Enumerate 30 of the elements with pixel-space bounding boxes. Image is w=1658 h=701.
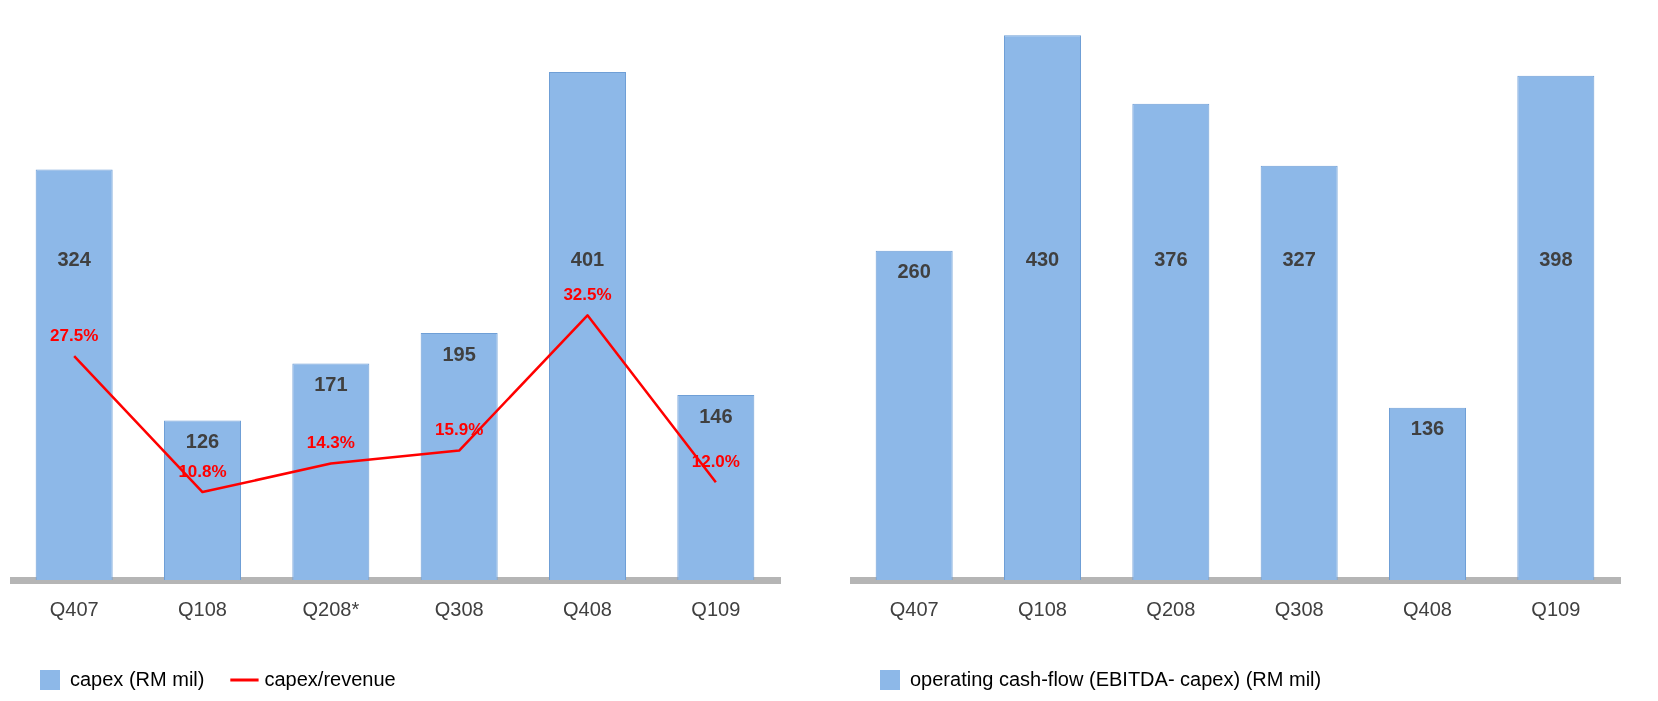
x-tick-label: Q208* <box>302 597 360 620</box>
x-tick-label: Q407 <box>889 597 939 620</box>
x-tick-label: Q407 <box>49 597 99 620</box>
data-label: 327 <box>1282 248 1316 271</box>
x-tick-label: Q108 <box>178 597 227 620</box>
x-tick-label: Q208 <box>1146 597 1196 620</box>
x-tick-label: Q109 <box>1531 597 1581 620</box>
data-label: 430 <box>1025 248 1060 271</box>
x-tick-label: Q108 <box>1018 597 1067 620</box>
data-label: 401 <box>570 248 605 271</box>
data-label: 260 <box>897 260 931 283</box>
data-label: 171 <box>314 372 348 395</box>
data-label: 136 <box>1410 417 1445 440</box>
legend-label: capex/revenue <box>264 667 396 690</box>
data-label: 126 <box>185 429 220 452</box>
data-label: 27.5% <box>50 325 99 345</box>
data-label: 324 <box>57 248 92 271</box>
data-label: 14.3% <box>306 433 355 453</box>
data-label: 32.5% <box>563 285 612 305</box>
x-tick-label: Q308 <box>1274 597 1324 620</box>
legend-label: capex (RM mil) <box>70 667 205 690</box>
x-tick-label: Q308 <box>434 597 484 620</box>
legend-label: operating cash-flow (EBITDA- capex) (RM mil) <box>910 667 1322 690</box>
data-label: 195 <box>442 342 476 365</box>
x-tick-label: Q408 <box>563 597 612 620</box>
data-label: 146 <box>699 404 733 427</box>
data-label: 398 <box>1539 248 1573 271</box>
x-tick-label: Q109 <box>691 597 741 620</box>
x-tick-label: Q408 <box>1403 597 1452 620</box>
data-label: 376 <box>1154 248 1188 271</box>
